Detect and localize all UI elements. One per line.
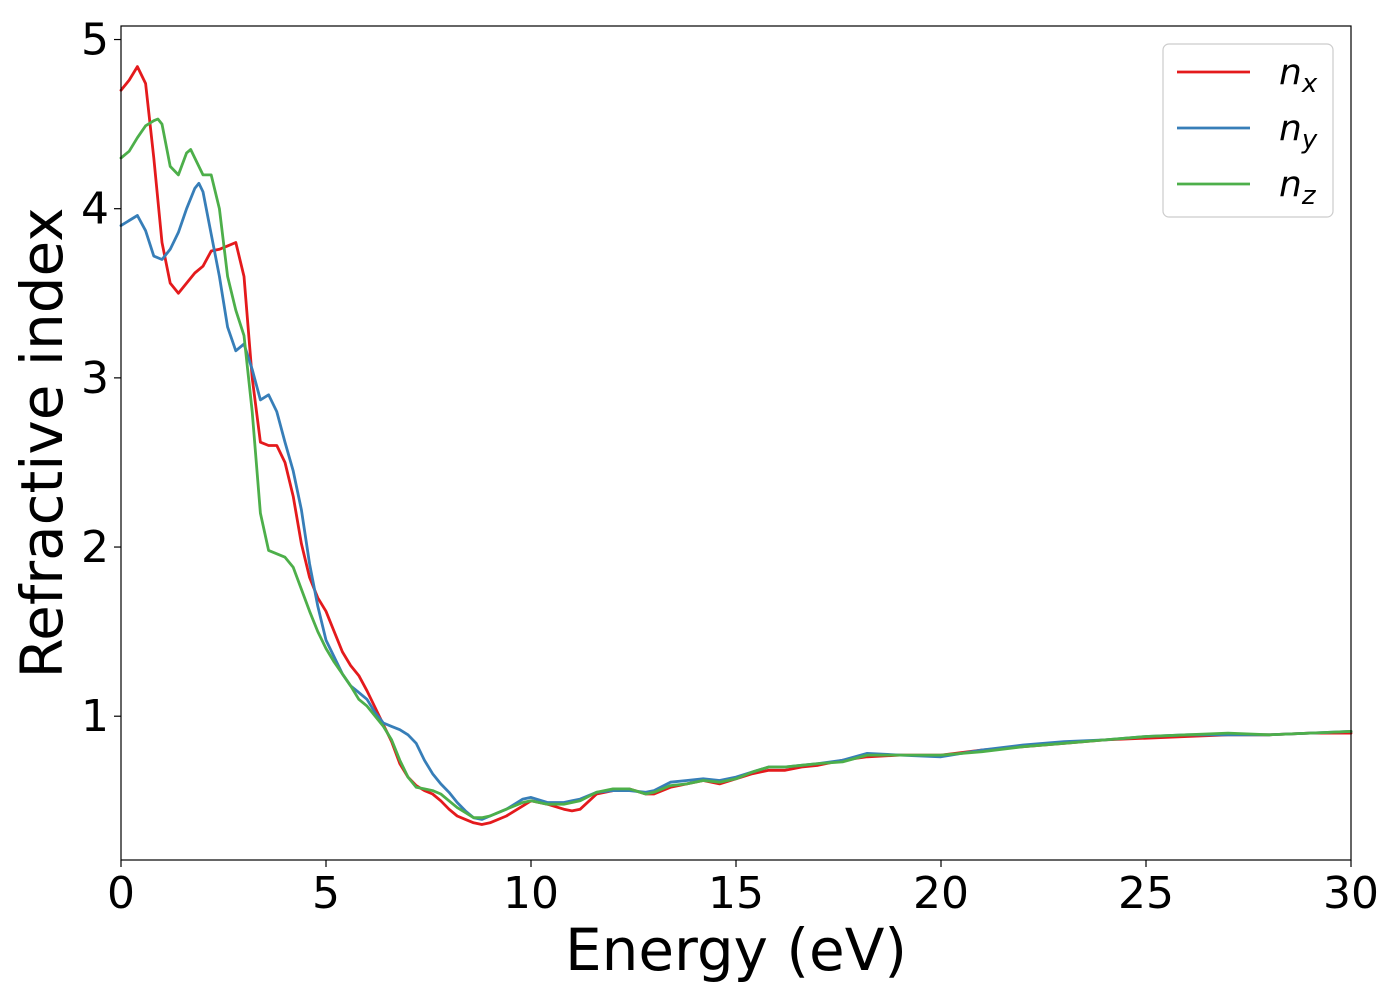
series-line-n-z xyxy=(119,117,1353,820)
x-tick-label: 5 xyxy=(312,868,340,919)
legend-box xyxy=(1162,43,1334,218)
y-tick-label: 3 xyxy=(81,353,109,404)
x-tick-label: 30 xyxy=(1323,868,1379,919)
y-tick-label: 2 xyxy=(81,522,109,573)
x-tick-label: 25 xyxy=(1118,868,1174,919)
y-tick-label: 4 xyxy=(81,184,109,235)
x-tick-label: 20 xyxy=(913,868,969,919)
x-axis-label: Energy (eV) xyxy=(565,916,907,984)
legend-label-z: nz xyxy=(1279,164,1317,211)
x-tick-label: 0 xyxy=(107,868,135,919)
plot-area xyxy=(121,26,1351,860)
x-axis-ticks: 0 5 10 15 20 25 30 xyxy=(107,860,1379,919)
y-axis-ticks: 1 2 3 4 5 xyxy=(81,15,121,742)
y-tick-label: 1 xyxy=(81,691,109,742)
x-tick-label: 15 xyxy=(708,868,764,919)
series-layer xyxy=(119,65,1353,826)
y-tick-label: 5 xyxy=(81,15,109,66)
x-tick-label: 10 xyxy=(503,868,559,919)
y-axis-label: Refractive index xyxy=(8,207,76,678)
